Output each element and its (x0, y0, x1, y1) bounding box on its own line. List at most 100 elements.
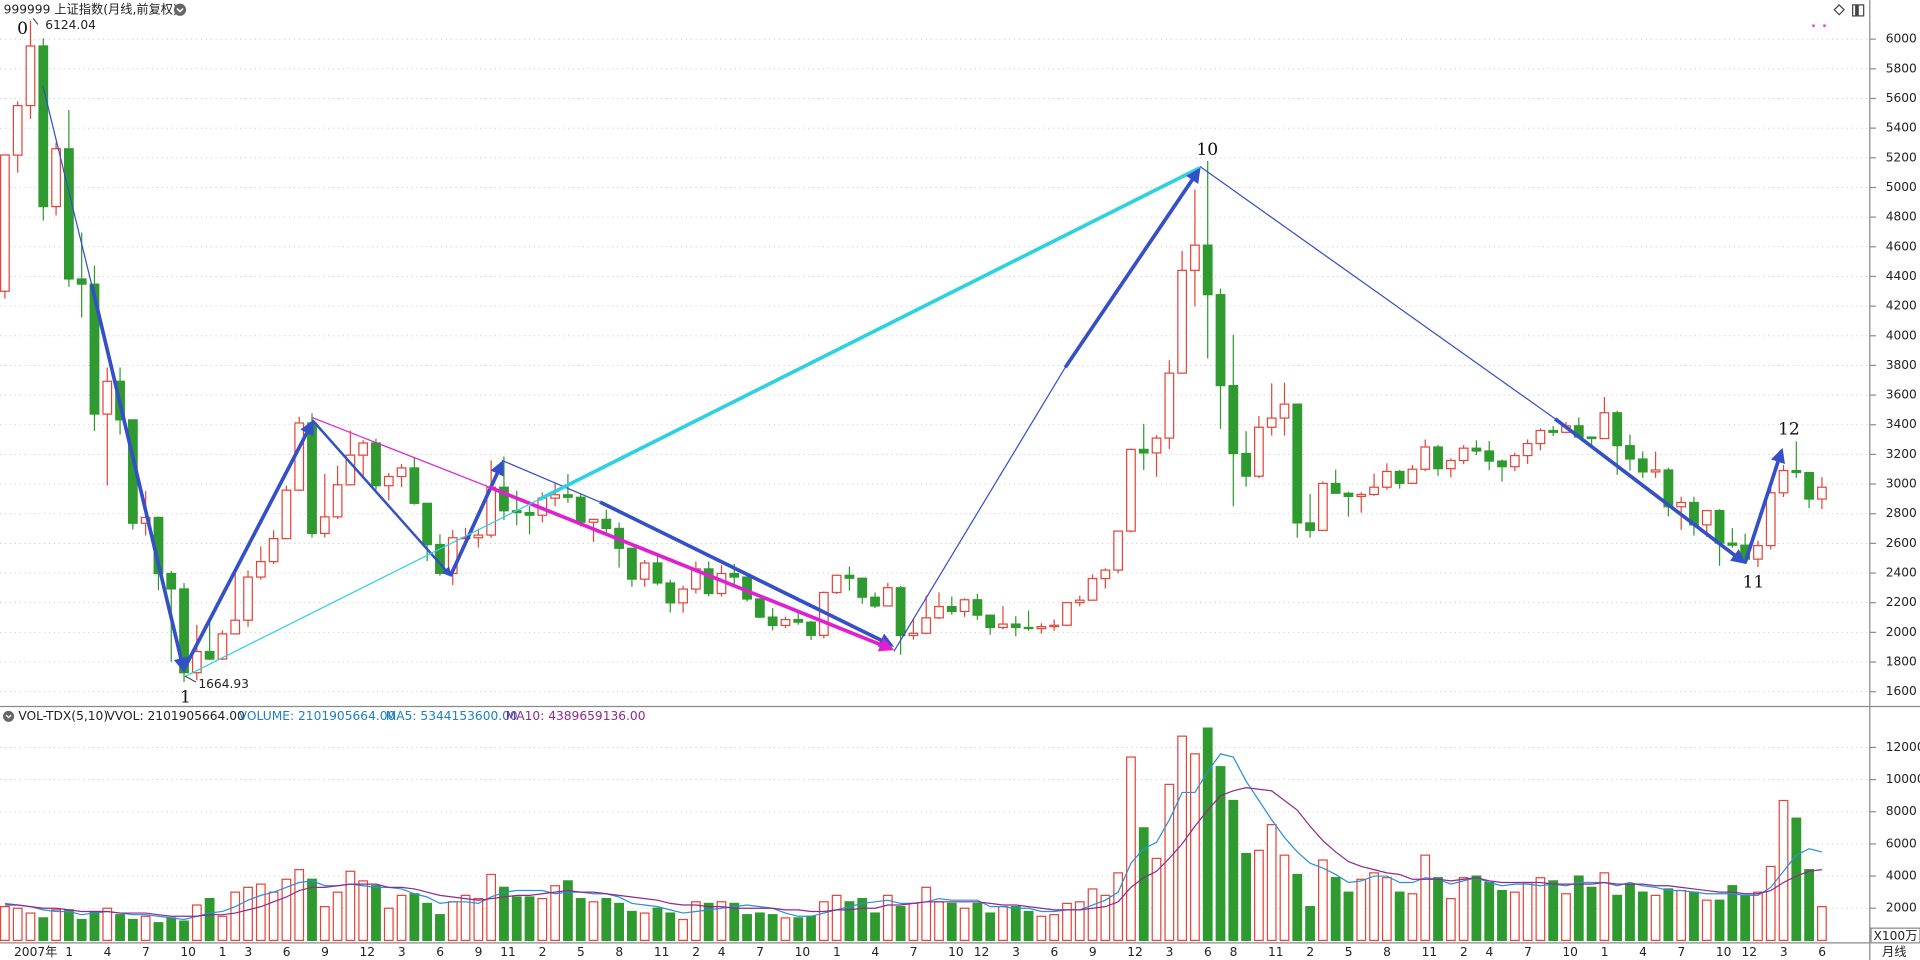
volume-bar (1010, 906, 1021, 942)
x-tick-label: 1 (1601, 945, 1609, 959)
candle-body (1778, 469, 1789, 494)
volume-bar (1509, 891, 1520, 942)
volume-bar (383, 907, 394, 942)
volume-bar (486, 873, 497, 942)
y-tick-label: 3200 (1886, 447, 1917, 461)
volume-bar (1266, 823, 1277, 942)
candle-body (1190, 244, 1200, 271)
volume-bar (268, 891, 279, 942)
volume-bar (1714, 899, 1725, 942)
volume-bar (934, 901, 944, 942)
x-tick-label: 4 (871, 945, 879, 959)
volume-bar (1241, 852, 1252, 942)
volume-bar (1151, 857, 1162, 942)
candle-body (1126, 448, 1136, 532)
candle-body (1023, 626, 1034, 630)
x-tick-label: 4 (1639, 945, 1647, 959)
candle-body (601, 518, 612, 530)
volume-bar (1215, 766, 1226, 942)
candle-body (882, 587, 893, 607)
candle-body (409, 467, 420, 504)
trend-line (501, 459, 601, 503)
candle-body (1330, 482, 1341, 494)
volume-bar (959, 907, 970, 942)
candle-body (217, 633, 228, 660)
candle-body (230, 619, 241, 635)
candle-body (1599, 412, 1610, 440)
trend-line (1553, 417, 1747, 564)
menu-icon[interactable] (173, 3, 187, 16)
candle-body (1317, 482, 1328, 531)
volume-bar (204, 897, 215, 942)
candle-body (1100, 569, 1111, 580)
candle-body (831, 574, 842, 594)
volume-bar (89, 910, 100, 942)
volume-bar (550, 885, 561, 942)
candle-body (1138, 448, 1149, 454)
volume-bar (1087, 888, 1098, 942)
volume-bar (908, 902, 919, 942)
candle-body (1381, 470, 1392, 488)
volume-bar (780, 917, 791, 942)
candle-body (1356, 493, 1367, 497)
volume-bar (998, 906, 1008, 942)
x-tick-label: 6 (283, 945, 291, 959)
volume-bar (575, 897, 586, 942)
candle-body (857, 577, 868, 598)
volume-bar (25, 912, 36, 942)
volume-bar (1548, 880, 1559, 942)
volume-bar (729, 902, 740, 942)
volume-bar (153, 922, 164, 942)
volume-bar (1625, 883, 1635, 942)
volume-bar (1023, 910, 1034, 942)
candle-body (1279, 403, 1290, 419)
trend-line (1743, 447, 1785, 564)
volume-bar (1753, 891, 1763, 942)
volume-bar (1074, 901, 1085, 942)
candle-body (524, 511, 535, 516)
volume-bar (1228, 799, 1239, 942)
x-tick-label: 1 (833, 945, 841, 959)
volume-bar (818, 901, 829, 942)
candle-body (844, 574, 855, 579)
candle-body (345, 454, 356, 486)
volume-bar (499, 886, 509, 942)
volume-bar (1573, 875, 1584, 942)
candle-body (703, 568, 714, 595)
candle-body (1062, 601, 1072, 626)
candle-body (1625, 445, 1635, 460)
volume-bar (281, 878, 292, 942)
volume-bar (1586, 886, 1597, 942)
toolbar-icon[interactable] (1833, 4, 1845, 16)
y-tick-label: 3400 (1886, 417, 1917, 431)
candle-body (0, 154, 10, 292)
x-tick-label: 10 (180, 945, 196, 959)
x-tick-label: 3 (244, 945, 252, 959)
x-tick-label: 9 (475, 945, 483, 959)
x-tick-label: 11 (500, 945, 516, 959)
indicator-icon[interactable] (3, 710, 15, 722)
candle-body (1241, 452, 1252, 477)
volume-bar (652, 907, 663, 942)
candle-body (639, 562, 650, 580)
candle-body (1497, 460, 1507, 468)
candle-body (51, 148, 61, 208)
volume-bar (1765, 865, 1776, 942)
volume-bar (626, 910, 637, 942)
volume-bar (870, 912, 880, 942)
trend-line (42, 85, 93, 286)
volume-bar (371, 885, 381, 942)
x-tick-label: 11 (1422, 945, 1438, 959)
candle-body (895, 587, 906, 637)
volume-bar (921, 886, 932, 942)
volume-bar (396, 894, 407, 942)
x-tick-label: 10 (1716, 945, 1732, 959)
volume-bar (1497, 889, 1507, 942)
indicator-value: MA10: 4389659136.00 (506, 709, 646, 723)
volume-bar (1253, 849, 1264, 942)
volume-bar (1727, 885, 1738, 942)
grid-layer (0, 38, 1870, 909)
toolbar-icon-part (1855, 4, 1859, 16)
volume-bar (754, 912, 765, 942)
